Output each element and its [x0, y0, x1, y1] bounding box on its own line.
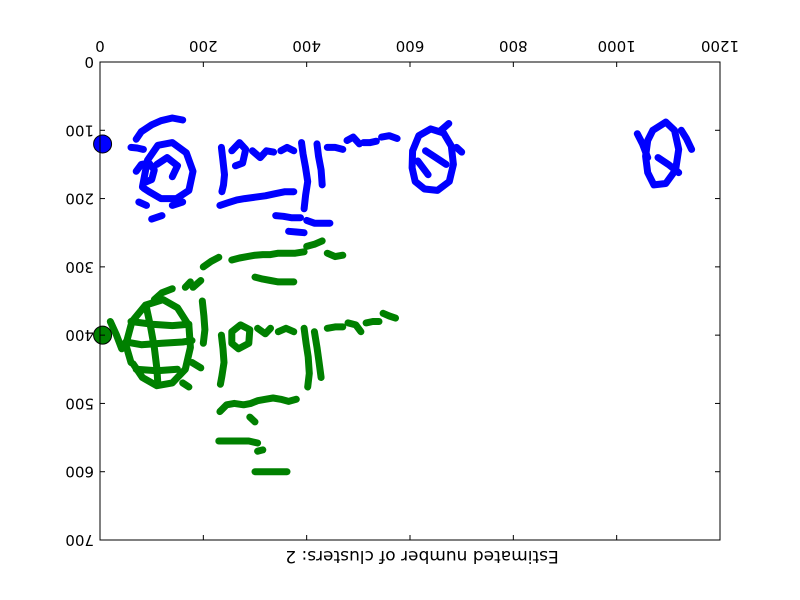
x-tick-label-1: 200	[189, 37, 218, 55]
cluster-1-stroke-15	[254, 324, 274, 338]
cluster-1-stroke-2	[122, 337, 196, 349]
cluster-1-stroke-4	[132, 365, 181, 375]
cluster-1-stroke-14	[228, 321, 254, 353]
cluster-0-stroke-5	[135, 198, 150, 209]
cluster-1-stroke-24	[246, 413, 259, 426]
cluster-0-stroke-22	[408, 125, 457, 194]
cluster-0-stroke-21	[285, 227, 308, 237]
x-tick-label-4: 800	[499, 37, 528, 55]
cluster-0-stroke-14	[323, 143, 347, 153]
cluster-1	[93, 237, 399, 476]
cluster-0-stroke-6	[148, 212, 166, 223]
cluster-0-stroke-29	[677, 126, 696, 153]
cluster-0-stroke-2	[127, 143, 147, 153]
cluster-1-stroke-11	[188, 359, 205, 372]
cluster-0-stroke-24	[414, 157, 432, 179]
cluster-1-stroke-17	[300, 324, 313, 391]
cluster-0	[93, 114, 696, 237]
cluster-0-stroke-23	[422, 147, 450, 168]
y-tick-label-4: 400	[65, 326, 94, 344]
cluster-0-stroke-0	[138, 139, 197, 203]
cluster-1-stroke-8	[189, 277, 205, 291]
cluster-1-stroke-28	[251, 273, 298, 286]
cluster-1-stroke-12	[179, 379, 193, 391]
cluster-0-stroke-25	[453, 143, 466, 156]
cluster-1-stroke-21	[362, 318, 383, 327]
cluster-0-stroke-11	[277, 143, 298, 155]
cluster-0-stroke-7	[168, 198, 187, 209]
cluster-0-stroke-20	[303, 216, 334, 227]
cluster-0-stroke-30	[654, 154, 683, 177]
cluster-1-stroke-20	[344, 319, 365, 336]
cluster-1-stroke-9	[199, 253, 223, 271]
cluster-1-stroke-10	[198, 297, 209, 347]
cluster-1-stroke-5	[106, 318, 126, 353]
cluster-1-stroke-3	[127, 318, 193, 330]
cluster-0-center	[93, 134, 113, 154]
cluster-0-stroke-8	[217, 143, 228, 196]
cluster-1-stroke-13	[216, 331, 228, 388]
cluster-0-stroke-19	[272, 212, 304, 222]
cluster-1-stroke-25	[215, 437, 262, 447]
y-tick-label-5: 500	[65, 394, 94, 412]
x-tick-label-2: 400	[292, 37, 321, 55]
cluster-1-stroke-22	[379, 309, 399, 322]
cluster-0-stroke-1	[132, 114, 187, 143]
cluster-1-stroke-31	[254, 446, 267, 455]
plot-frame	[99, 61, 721, 541]
cluster-1-stroke-18	[310, 328, 325, 381]
cluster-1-stroke-19	[323, 323, 347, 332]
cluster-1-stroke-30	[323, 249, 347, 261]
cluster-0-stroke-15	[343, 133, 363, 148]
y-tick-label-2: 200	[65, 190, 94, 208]
cluster-1-stroke-16	[274, 324, 298, 336]
cluster-0-stroke-18	[216, 188, 298, 209]
y-tick-label-1: 100	[65, 121, 94, 139]
x-axis-label: Estimated number of clusters: 2	[285, 546, 558, 566]
cluster-0-stroke-4	[153, 154, 181, 181]
x-tick-label-3: 600	[396, 37, 425, 55]
cluster-1-stroke-7	[181, 278, 194, 291]
cluster-0-stroke-16	[360, 137, 380, 147]
y-tick-label-7: 700	[65, 531, 94, 549]
x-tick-label-0: 0	[95, 37, 105, 55]
cluster-0-stroke-3	[132, 159, 158, 186]
cluster-1-stroke-29	[303, 237, 326, 250]
cluster-0-stroke-27	[642, 118, 683, 189]
cluster-0-stroke-17	[378, 132, 401, 142]
cluster-0-stroke-12	[298, 139, 312, 213]
cluster-0-stroke-10	[248, 147, 278, 162]
cluster-0-stroke-9	[228, 139, 250, 170]
cluster-0-stroke-26	[437, 120, 453, 134]
x-tick-label-6: 1200	[701, 37, 739, 55]
y-tick-label-0: 0	[84, 53, 94, 71]
axes: 0 200 400 600 800 1000 1200 0 100 200 300 400 500 600…	[65, 37, 739, 549]
x-tick-label-5: 1000	[598, 37, 636, 55]
cluster-0-stroke-13	[313, 140, 326, 189]
cluster-1-stroke-23	[216, 394, 300, 416]
cluster-1-stroke-27	[228, 248, 308, 264]
y-tick-label-6: 600	[65, 463, 94, 481]
y-tick-label-3: 300	[65, 258, 94, 276]
data-marks	[93, 114, 696, 476]
cluster-0-stroke-28	[633, 130, 652, 162]
cluster-1-stroke-6	[150, 285, 176, 304]
